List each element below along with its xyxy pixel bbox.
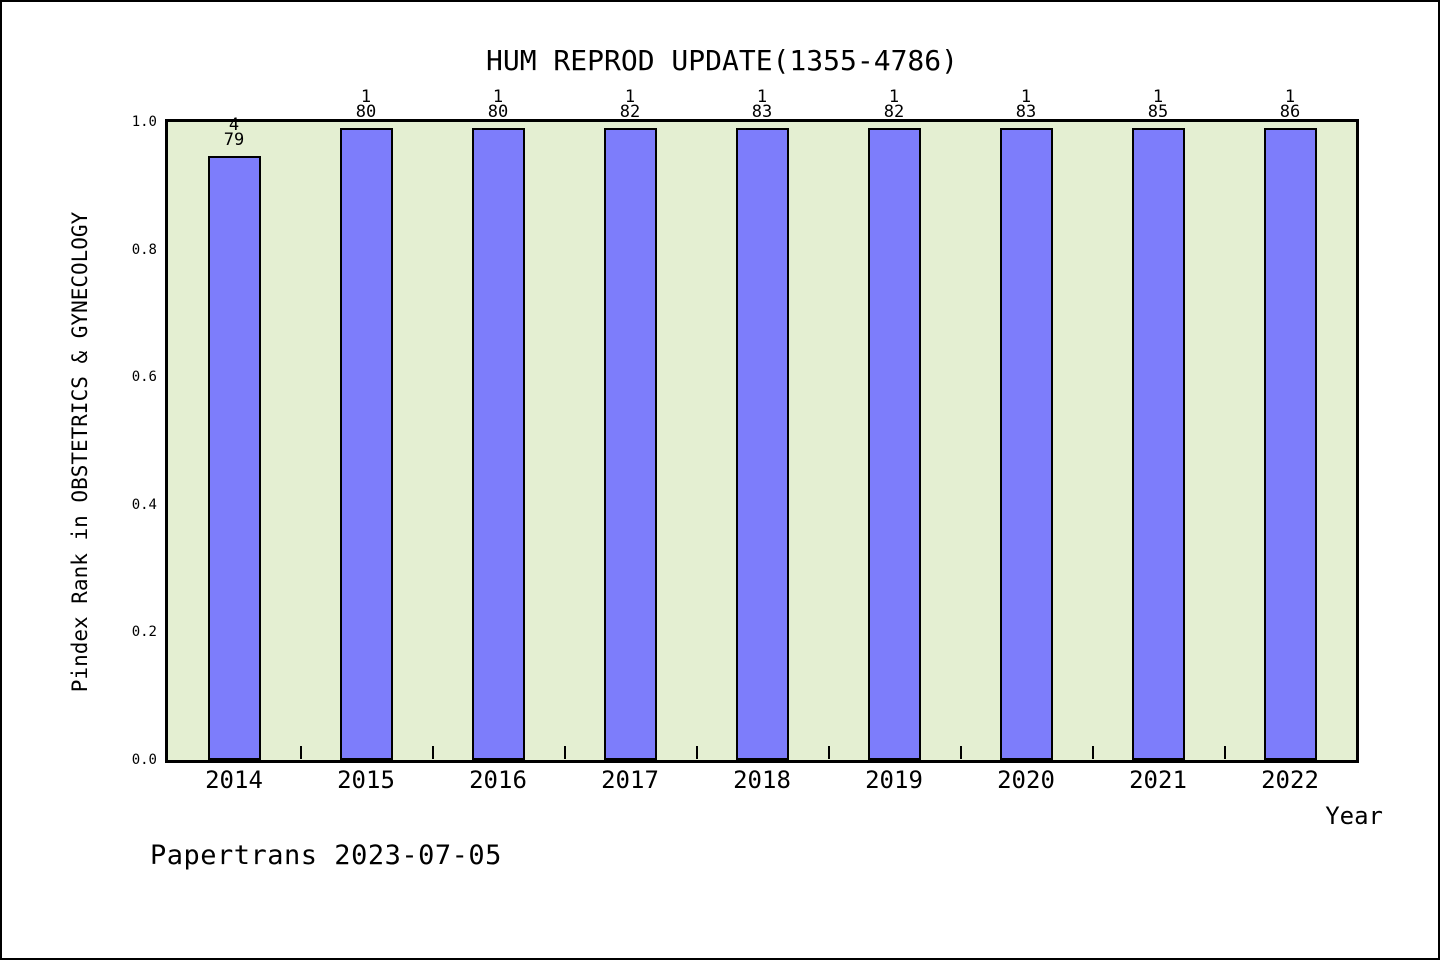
x-tick-label-2018: 2018 — [733, 766, 791, 794]
y-tick-label-0.4: 0.4 — [131, 496, 157, 513]
bar-value-label-2019: 1 82 — [849, 87, 939, 123]
bar-value-numerator: 1 — [624, 87, 636, 108]
x-tick-label-2014: 2014 — [205, 766, 263, 794]
bar-value-label-2021: 1 85 — [1113, 87, 1203, 123]
bar-2021 — [1131, 128, 1185, 760]
x-tick-mark — [828, 746, 830, 759]
bar-value-numerator: 1 — [1020, 87, 1032, 108]
footer-note: Papertrans 2023-07-05 — [150, 840, 502, 871]
y-tick-label-0.6: 0.6 — [131, 369, 157, 386]
x-tick-label-2022: 2022 — [1261, 766, 1319, 794]
y-tick-label-0.0: 0.0 — [131, 752, 157, 768]
bar-value-label-2016: 1 80 — [453, 87, 543, 123]
x-tick-label-2019: 2019 — [865, 766, 923, 794]
bar-value-label-2014: 4 79 — [189, 114, 279, 150]
bar-value-numerator: 1 — [888, 87, 900, 108]
bar-value-numerator: 1 — [756, 87, 768, 108]
bar-2015 — [339, 128, 393, 760]
y-tick-label-0.2: 0.2 — [131, 624, 157, 641]
bar-value-label-2017: 1 82 — [585, 87, 675, 123]
bar-2018 — [735, 128, 789, 760]
x-tick-mark — [564, 746, 566, 759]
y-axis-tick-labels: 0.0 0.2 0.4 0.6 0.8 1.0 — [107, 2, 286, 962]
x-tick-mark — [432, 746, 434, 759]
x-axis-title: Year — [1325, 802, 1383, 830]
bar-value-denominator: 86 — [1279, 102, 1301, 123]
bar-2022 — [1263, 128, 1317, 760]
bar-value-label-2015: 1 80 — [321, 87, 411, 123]
bar-2014 — [207, 155, 261, 760]
bar-value-denominator: 85 — [1147, 102, 1169, 123]
chart-title: HUM REPROD UPDATE(1355-4786) — [485, 44, 958, 77]
bar-value-label-2022: 1 86 — [1245, 87, 1335, 123]
bar-2019 — [867, 128, 921, 760]
bar-value-numerator: 1 — [1284, 87, 1296, 108]
x-tick-label-2015: 2015 — [337, 766, 395, 794]
bar-value-numerator: 1 — [1152, 87, 1164, 108]
bar-value-denominator: 82 — [619, 102, 641, 123]
plot-area — [165, 119, 1359, 763]
bar-value-denominator: 80 — [355, 102, 377, 123]
x-tick-label-2016: 2016 — [469, 766, 527, 794]
bar-value-numerator: 1 — [360, 87, 372, 108]
x-tick-mark — [300, 746, 302, 759]
y-tick-label-0.8: 0.8 — [131, 241, 157, 258]
x-tick-mark — [1092, 746, 1094, 759]
bar-value-label-2018: 1 83 — [717, 87, 807, 123]
bar-2020 — [999, 128, 1053, 760]
bar-value-denominator: 82 — [883, 102, 905, 123]
bar-2016 — [471, 128, 525, 760]
bar-value-denominator: 79 — [223, 129, 245, 150]
bars-layer — [168, 122, 1356, 760]
bar-value-denominator: 80 — [487, 102, 509, 123]
bar-value-numerator: 1 — [492, 87, 504, 108]
bar-value-numerator: 4 — [228, 114, 240, 135]
bar-2017 — [603, 128, 657, 760]
x-tick-label-2017: 2017 — [601, 766, 659, 794]
y-axis-title: Pindex Rank in OBSTETRICS & GYNECOLOGY — [68, 211, 92, 693]
bar-value-denominator: 83 — [1015, 102, 1037, 123]
x-tick-label-2020: 2020 — [997, 766, 1055, 794]
x-tick-mark — [1224, 746, 1226, 759]
y-tick-label-1.0: 1.0 — [131, 114, 157, 130]
bar-value-denominator: 83 — [751, 102, 773, 123]
x-tick-mark — [960, 746, 962, 759]
x-tick-mark — [696, 746, 698, 759]
x-tick-label-2021: 2021 — [1129, 766, 1187, 794]
bar-value-label-2020: 1 83 — [981, 87, 1071, 123]
